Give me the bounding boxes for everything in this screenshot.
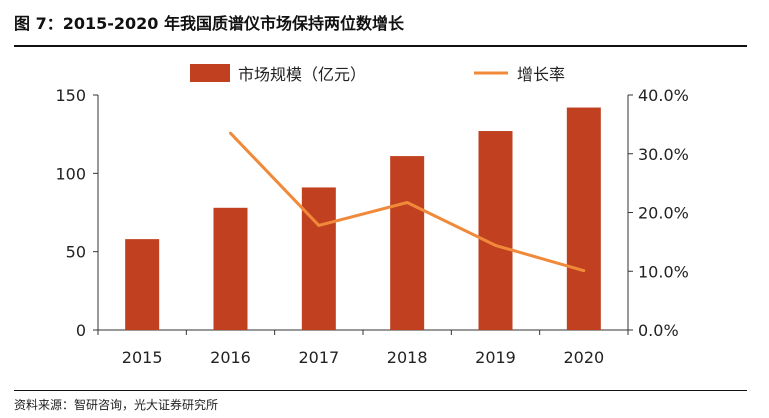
y-right-tick-label: 30.0%	[638, 145, 689, 164]
growth-point-2018	[405, 201, 409, 205]
growth-point-2017	[317, 223, 321, 227]
y-left-tick-label: 50	[66, 243, 86, 262]
chart-axes: 0 50 100 150 0.0% 10.0% 20.0% 30.0% 40.0% 2015 201…	[55, 86, 688, 367]
legend-bar-label: 市场规模（亿元）	[238, 65, 366, 84]
x-tick-label: 2020	[563, 348, 604, 367]
bar-2019	[478, 131, 513, 330]
figure-title: 图 7：2015-2020 年我国质谱仪市场保持两位数增长	[14, 14, 404, 33]
source-note: 资料来源：智研咨询，光大证券研究所	[14, 398, 219, 412]
bar-2018	[390, 156, 425, 330]
y-right-tick-label: 20.0%	[638, 204, 689, 223]
y-left-tick-label: 0	[76, 321, 86, 340]
bar-2016	[213, 207, 248, 330]
y-right-tick-label: 0.0%	[638, 321, 679, 340]
bar-2020	[566, 107, 601, 331]
y-right-tick-label: 40.0%	[638, 86, 689, 105]
x-tick-label: 2019	[475, 348, 516, 367]
x-tick-label: 2016	[210, 348, 251, 367]
x-tick-label: 2018	[387, 348, 428, 367]
source-divider	[14, 390, 747, 391]
bar-series	[125, 107, 601, 331]
title-divider	[14, 45, 747, 47]
x-tick-label: 2015	[122, 348, 163, 367]
bar-2015	[125, 239, 160, 330]
growth-point-2020	[582, 269, 586, 273]
legend-line-label: 增长率	[517, 65, 565, 84]
chart-legend: 市场规模（亿元） 增长率	[190, 64, 565, 84]
x-tick-label: 2017	[298, 348, 339, 367]
line-series	[229, 131, 586, 273]
y-left-tick-label: 100	[55, 164, 86, 183]
growth-point-2019	[494, 243, 497, 247]
y-right-tick-label: 10.0%	[638, 262, 689, 281]
bar-2017	[301, 187, 336, 330]
growth-point-2016	[229, 131, 232, 135]
y-left-tick-label: 150	[55, 86, 86, 105]
legend-bar-swatch	[190, 64, 230, 82]
